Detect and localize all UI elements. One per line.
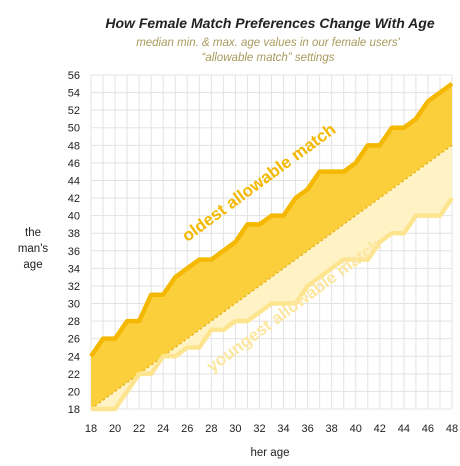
y-tick-label-48: 48 xyxy=(68,140,80,152)
y-tick-label-18: 18 xyxy=(68,404,80,416)
y-axis-ticks: 18 20 22 24 26 28 30 32 34 36 38 40 42 44 46 48 50 52 54 56 xyxy=(68,70,80,416)
y-tick-label-56: 56 xyxy=(68,70,80,82)
y-tick-label-34: 34 xyxy=(68,263,80,275)
y-tick-label-36: 36 xyxy=(68,246,80,258)
y-tick-label-26: 26 xyxy=(68,334,80,346)
x-tick-label-32: 32 xyxy=(253,423,265,435)
series-line-youngest xyxy=(91,196,454,412)
y-axis-label-line-2: man's xyxy=(18,243,49,255)
x-axis-label: her age xyxy=(250,447,289,459)
x-tick-label-26: 26 xyxy=(181,423,193,435)
y-tick-label-32: 32 xyxy=(68,281,80,293)
chart-title: How Female Match Preferences Change With… xyxy=(105,15,434,31)
x-tick-label-36: 36 xyxy=(301,423,313,435)
y-tick-label-40: 40 xyxy=(68,211,80,223)
x-tick-label-42: 42 xyxy=(374,423,386,435)
y-tick-label-20: 20 xyxy=(68,386,80,398)
y-axis-label-line-3: age xyxy=(23,259,42,271)
y-tick-label-50: 50 xyxy=(68,123,80,135)
y-tick-label-22: 22 xyxy=(68,369,80,381)
chart-subtitle-line-2: “allowable match” settings xyxy=(202,52,335,64)
x-tick-label-40: 40 xyxy=(350,423,362,435)
y-axis-label-line-1: the xyxy=(25,227,41,239)
y-tick-label-24: 24 xyxy=(68,351,80,363)
series-lines xyxy=(89,81,454,412)
x-tick-label-38: 38 xyxy=(326,423,338,435)
chart-subtitle-line-1: median min. & max. age values in our fem… xyxy=(136,37,400,49)
x-tick-label-46: 46 xyxy=(422,423,434,435)
x-tick-label-22: 22 xyxy=(133,423,145,435)
x-axis-ticks: 18 20 22 24 26 28 30 32 34 36 38 40 42 44 46 48 xyxy=(85,423,458,435)
series-line-oldest xyxy=(89,81,454,358)
y-tick-label-42: 42 xyxy=(68,193,80,205)
band-upper-area xyxy=(91,83,452,409)
x-tick-label-48: 48 xyxy=(446,423,458,435)
x-tick-label-24: 24 xyxy=(157,423,169,435)
x-tick-label-28: 28 xyxy=(205,423,217,435)
x-tick-label-44: 44 xyxy=(398,423,410,435)
y-tick-label-38: 38 xyxy=(68,228,80,240)
y-tick-label-30: 30 xyxy=(68,299,80,311)
y-tick-label-54: 54 xyxy=(68,88,80,100)
y-tick-label-46: 46 xyxy=(68,158,80,170)
data-bands xyxy=(90,83,453,410)
y-tick-label-52: 52 xyxy=(68,105,80,117)
y-tick-label-44: 44 xyxy=(68,175,80,187)
x-tick-label-34: 34 xyxy=(277,423,289,435)
x-tick-label-18: 18 xyxy=(85,423,97,435)
y-tick-label-28: 28 xyxy=(68,316,80,328)
x-tick-label-30: 30 xyxy=(229,423,241,435)
x-tick-label-20: 20 xyxy=(109,423,121,435)
